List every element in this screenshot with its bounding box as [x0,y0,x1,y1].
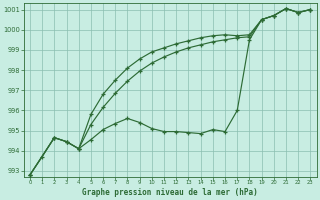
X-axis label: Graphe pression niveau de la mer (hPa): Graphe pression niveau de la mer (hPa) [82,188,258,197]
